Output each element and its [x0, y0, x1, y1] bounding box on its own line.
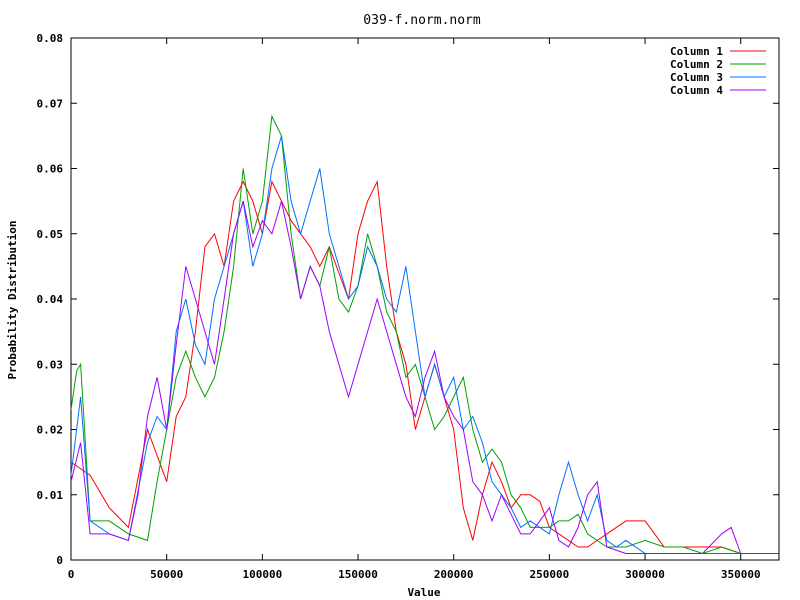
legend-label-column-4: Column 4: [670, 84, 723, 97]
y-tick-label: 0.08: [37, 32, 64, 45]
x-tick-label: 200000: [434, 568, 474, 581]
x-tick-label: 50000: [150, 568, 183, 581]
legend-label-column-1: Column 1: [670, 45, 723, 58]
y-tick-label: 0: [56, 554, 63, 567]
y-tick-label: 0.06: [37, 163, 64, 176]
legend-label-column-3: Column 3: [670, 71, 723, 84]
y-tick-label: 0.04: [37, 293, 64, 306]
x-tick-label: 300000: [625, 568, 665, 581]
y-tick-label: 0.02: [37, 424, 64, 437]
x-tick-label: 250000: [530, 568, 570, 581]
y-tick-label: 0.07: [37, 97, 64, 110]
y-axis-label: Probability Distribution: [6, 221, 19, 380]
legend-label-column-2: Column 2: [670, 58, 723, 71]
series-line-column-4: [70, 200, 779, 554]
x-tick-label: 350000: [721, 568, 761, 581]
y-tick-label: 0.05: [37, 228, 64, 241]
chart-title: 039-f.norm.norm: [363, 13, 481, 28]
axis-ticks: 0 50000 100000 150000 200000 250000 300000 3500…: [37, 32, 779, 581]
x-tick-label: 150000: [338, 568, 378, 581]
series-line-column-2: [70, 114, 779, 555]
x-axis-label: Value: [407, 586, 440, 599]
series-lines: [70, 114, 779, 555]
x-tick-label: 100000: [242, 568, 282, 581]
y-tick-label: 0.03: [37, 358, 64, 371]
x-tick-label: 0: [68, 568, 75, 581]
y-tick-label: 0.01: [37, 489, 64, 502]
